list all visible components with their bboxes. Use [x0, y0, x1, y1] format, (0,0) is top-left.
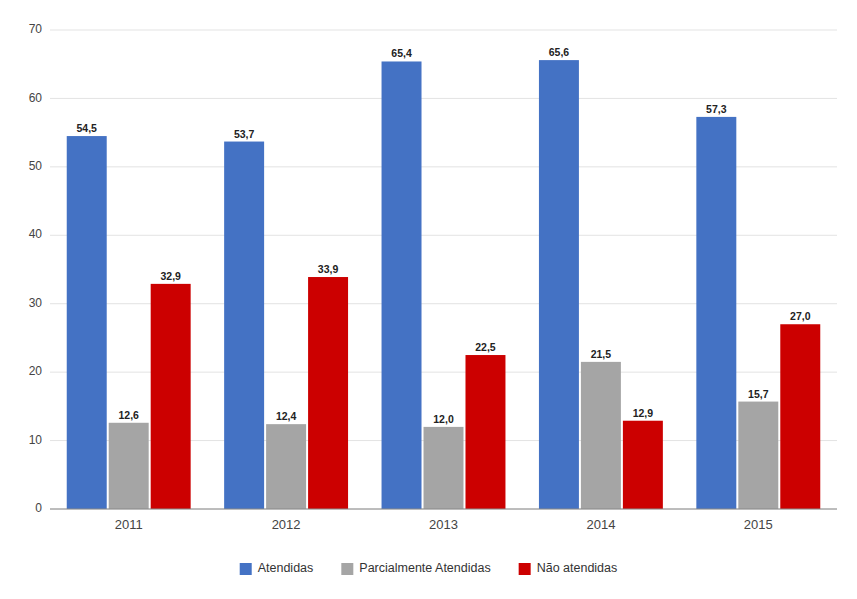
y-tick-label: 10	[29, 433, 43, 447]
y-tick-label: 30	[29, 296, 43, 310]
legend-swatch	[240, 563, 252, 575]
data-label: 27,0	[790, 310, 811, 322]
bar	[151, 284, 191, 509]
legend: Atendidas Parcialmente Atendidas Não atend…	[240, 561, 618, 575]
bar	[623, 421, 663, 509]
data-label: 53,7	[234, 128, 255, 140]
legend-label: Parcialmente Atendidas	[359, 561, 490, 575]
bar	[696, 117, 736, 509]
data-label: 12,6	[118, 409, 139, 421]
x-axis-line	[50, 509, 837, 510]
bar	[780, 324, 820, 509]
legend-item: Parcialmente Atendidas	[341, 561, 490, 575]
bar	[382, 61, 422, 509]
data-label: 65,6	[549, 46, 570, 58]
y-tick-label: 20	[29, 364, 43, 378]
grid-line	[50, 30, 837, 31]
bar	[465, 355, 505, 509]
x-tick-label: 2014	[586, 517, 615, 532]
data-label: 65,4	[391, 47, 412, 59]
legend-label: Não atendidas	[537, 561, 618, 575]
bars	[67, 60, 821, 509]
bar	[266, 424, 306, 509]
grid	[50, 30, 837, 509]
data-label: 54,5	[77, 122, 98, 134]
y-tick-label: 70	[29, 22, 43, 36]
x-tick-label: 2011	[115, 517, 143, 532]
data-label: 57,3	[706, 103, 727, 115]
grid-line	[50, 98, 837, 99]
legend-label: Atendidas	[258, 561, 314, 575]
y-tick-label: 40	[29, 227, 43, 241]
legend-swatch	[341, 563, 353, 575]
y-tick-label: 0	[35, 501, 42, 515]
bar	[738, 402, 778, 509]
data-labels: 54,5 53,7 65,4 65,6 57,3 12,6 12,4 12,0 21,5 15,7…	[77, 46, 811, 425]
grid-line	[50, 509, 837, 510]
data-label: 12,0	[433, 413, 454, 425]
data-label: 12,9	[633, 407, 654, 419]
chart: 0 10 20 30 40 50 60 70 54,5 53,7 65,4 65,6 57,3 12,6 1…	[0, 0, 857, 599]
bar	[539, 60, 579, 509]
bar	[424, 427, 464, 509]
bar	[67, 136, 107, 509]
y-tick-label: 60	[29, 91, 43, 105]
data-label: 33,9	[318, 263, 339, 275]
x-tick-label: 2013	[429, 517, 458, 532]
legend-swatch	[519, 563, 531, 575]
legend-item: Atendidas	[240, 561, 314, 575]
bar	[581, 362, 621, 509]
data-label: 12,4	[276, 410, 297, 422]
data-label: 21,5	[591, 348, 612, 360]
data-label: 32,9	[160, 270, 181, 282]
x-tick-label: 2012	[272, 517, 301, 532]
data-label: 15,7	[748, 388, 769, 400]
x-tick-label: 2015	[744, 517, 773, 532]
legend-item: Não atendidas	[519, 561, 618, 575]
bar	[308, 277, 348, 509]
data-label: 22,5	[475, 341, 496, 353]
bar	[224, 142, 264, 509]
y-tick-label: 50	[29, 159, 43, 173]
bar	[109, 423, 149, 509]
